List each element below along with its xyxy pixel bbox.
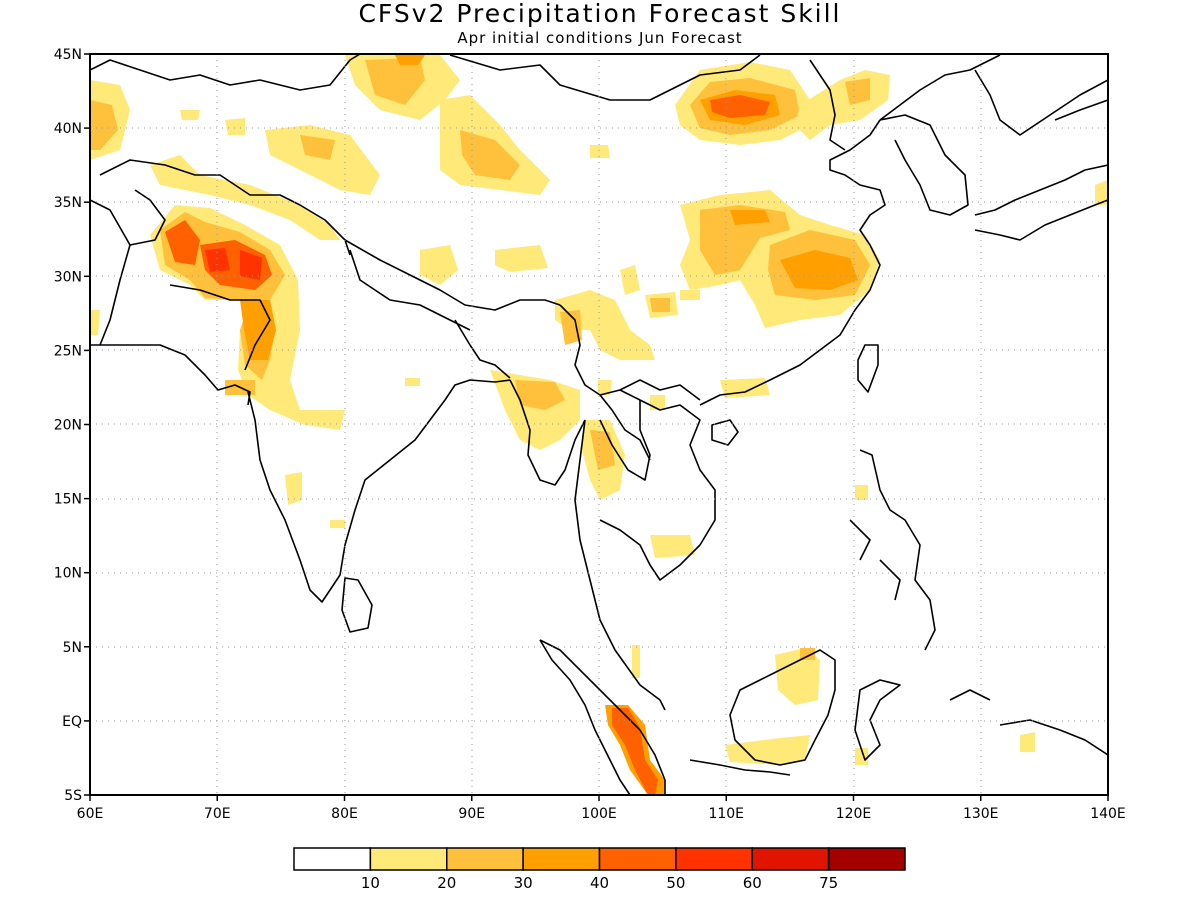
lon-tick-label: 70E [204, 806, 231, 822]
colorbar-swatch [293, 847, 372, 871]
lat-tick-label: 40N [54, 121, 82, 137]
colorbar-label: 75 [819, 874, 838, 892]
chart-title: CFSv2 Precipitation Forecast Skill [358, 0, 842, 28]
lon-tick-label: 60E [77, 806, 104, 822]
lat-tick-label: 5S [64, 788, 82, 804]
lon-tick-label: 90E [458, 806, 485, 822]
lat-tick-label: 10N [54, 566, 82, 582]
colorbar-label: 60 [743, 874, 762, 892]
lat-tick-label: 45N [54, 47, 82, 63]
lat-tick-label: 15N [54, 492, 82, 508]
lon-tick-label: 80E [331, 806, 358, 822]
colorbar-swatch [827, 847, 906, 871]
colorbar-swatch [522, 847, 601, 871]
colorbar-swatch [675, 847, 753, 871]
colorbar-swatch [598, 847, 677, 871]
chart-subtitle: Apr initial conditions Jun Forecast [457, 29, 743, 47]
colorbar-swatch [446, 847, 524, 871]
lon-tick-label: 130E [963, 806, 999, 822]
lat-tick-label: 20N [54, 418, 82, 434]
lon-tick-label: 140E [1090, 806, 1126, 822]
lat-tick-label: 5N [63, 640, 82, 656]
coastlines [90, 54, 1108, 795]
colorbar-label: 40 [590, 874, 609, 892]
lon-tick-label: 120E [836, 806, 872, 822]
lon-tick-label: 100E [581, 806, 617, 822]
colorbar-label: 30 [514, 874, 533, 892]
lat-tick-label: 25N [54, 343, 82, 359]
colorbar: 10 20 30 40 50 60 75 [293, 847, 906, 892]
colorbar-label: 10 [361, 874, 380, 892]
latitude-axis: 45N 40N 35N 30N 25N 20N 15N 10N 5N EQ 5S [54, 47, 90, 804]
lat-tick-label: 35N [54, 195, 82, 211]
skill-shading [90, 55, 1108, 795]
colorbar-swatch [751, 847, 830, 871]
colorbar-label: 50 [666, 874, 685, 892]
lon-tick-label: 110E [708, 806, 744, 822]
colorbar-swatch [369, 847, 448, 871]
lat-tick-label: 30N [54, 269, 82, 285]
lat-tick-label: EQ [62, 714, 82, 730]
longitude-axis: 60E 70E 80E 90E 100E 110E 120E 130E 140E [77, 795, 1126, 822]
colorbar-label: 20 [437, 874, 456, 892]
